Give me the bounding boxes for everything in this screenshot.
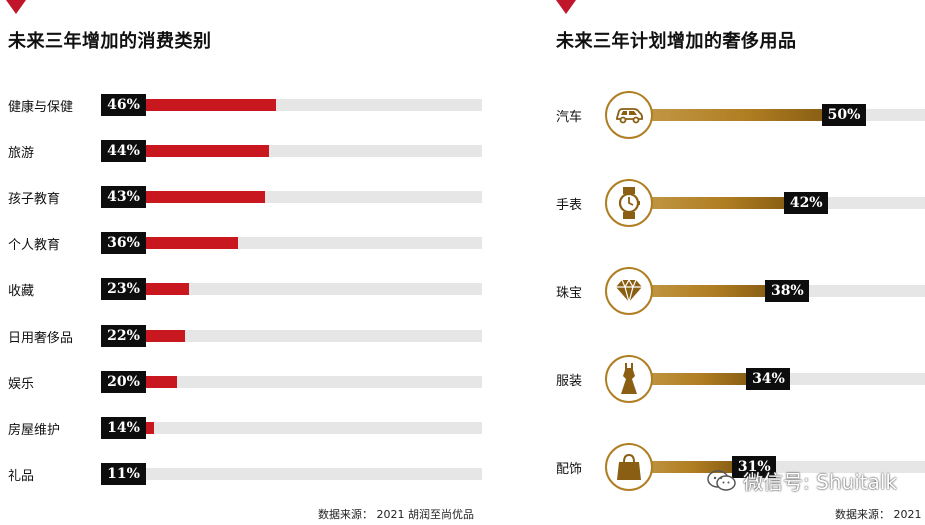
watermark-text: 微信号: Shuitalk bbox=[743, 470, 897, 494]
value-label: 20% bbox=[101, 370, 146, 393]
value-label: 42% bbox=[784, 192, 829, 214]
bar-track bbox=[101, 375, 482, 388]
wechat-watermark: 微信号: Shuitalk bbox=[707, 466, 897, 495]
value-label: 31% bbox=[732, 456, 777, 478]
value-label: 34% bbox=[746, 368, 791, 390]
category-label: 个人教育 bbox=[8, 238, 61, 254]
category-label: 日用奢侈品 bbox=[8, 330, 74, 346]
value-label: 38% bbox=[765, 280, 810, 302]
dress-icon bbox=[618, 362, 640, 396]
value-label: 50% bbox=[822, 104, 866, 126]
bar-track bbox=[101, 421, 482, 434]
value-label: 44% bbox=[101, 140, 146, 163]
category-label: 珠宝 bbox=[556, 286, 583, 301]
bar-track bbox=[101, 283, 482, 296]
bar-track bbox=[101, 467, 482, 480]
icon-badge bbox=[605, 355, 653, 403]
icon-badge bbox=[605, 91, 653, 139]
category-label: 汽车 bbox=[556, 110, 583, 125]
category-label: 收藏 bbox=[8, 284, 35, 300]
icon-badge bbox=[605, 179, 653, 227]
value-label: 46% bbox=[101, 94, 146, 116]
diamond-icon bbox=[614, 278, 644, 304]
category-label: 旅游 bbox=[8, 146, 35, 162]
category-label: 娱乐 bbox=[8, 376, 35, 392]
car-icon bbox=[614, 105, 644, 125]
icon-badge bbox=[605, 267, 653, 315]
left-chart-title: 未来三年增加的消费类别 bbox=[8, 31, 212, 52]
wechat-icon bbox=[707, 469, 736, 491]
handbag-icon bbox=[616, 452, 642, 482]
category-label: 服装 bbox=[556, 374, 583, 389]
value-label: 22% bbox=[101, 324, 146, 347]
category-label: 孩子教育 bbox=[8, 192, 61, 208]
category-label: 健康与保健 bbox=[8, 100, 74, 115]
left-corner-marker bbox=[6, 0, 26, 14]
value-label: 36% bbox=[101, 232, 146, 255]
left-source-note: 数据来源： 2021 胡润至尚优品 bbox=[318, 508, 474, 521]
bar bbox=[630, 109, 824, 121]
bar-track bbox=[101, 329, 482, 342]
right-source-note: 数据来源： 2021 bbox=[835, 508, 922, 521]
right-corner-marker bbox=[556, 0, 576, 14]
bar bbox=[630, 373, 749, 385]
category-label: 房屋维护 bbox=[8, 422, 61, 438]
right-chart-title: 未来三年计划增加的奢侈用品 bbox=[556, 31, 797, 52]
category-label: 礼品 bbox=[8, 468, 35, 484]
value-label: 11% bbox=[101, 462, 146, 485]
value-label: 43% bbox=[101, 186, 146, 209]
category-label: 手表 bbox=[556, 198, 583, 213]
category-label: 配饰 bbox=[556, 462, 583, 477]
bar bbox=[630, 461, 735, 473]
icon-badge bbox=[605, 443, 653, 491]
watch-icon bbox=[617, 186, 641, 220]
bar bbox=[630, 285, 768, 297]
value-label: 23% bbox=[101, 278, 146, 301]
bar bbox=[630, 197, 787, 209]
value-label: 14% bbox=[101, 416, 146, 439]
